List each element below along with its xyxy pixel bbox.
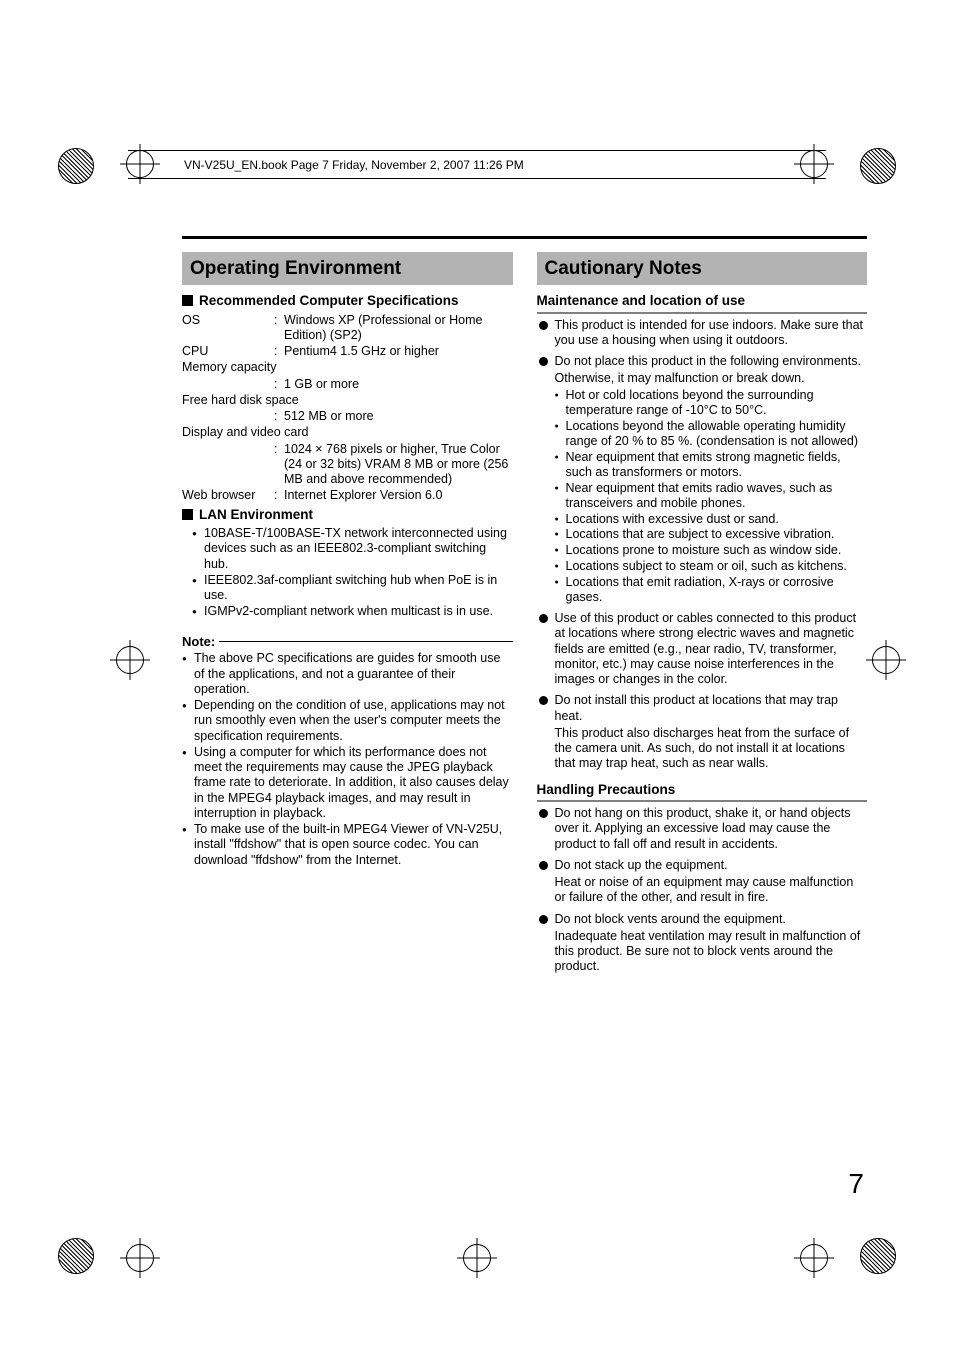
crop-mark-br-hatch (860, 1238, 896, 1274)
lan-item: IGMPv2-compliant network when multicast … (192, 604, 513, 619)
left-column: Operating Environment Recommended Comput… (182, 252, 513, 981)
handling-follow: Inadequate heat ventilation may result i… (555, 929, 868, 975)
maint-subitem: Locations subject to steam or oil, such … (555, 559, 868, 574)
maint-follow: Otherwise, it may malfunction or break d… (555, 371, 868, 386)
heading-recommended-specs-text: Recommended Computer Specifications (199, 293, 459, 309)
colon: : (274, 442, 284, 488)
header-running-text: VN-V25U_EN.book Page 7 Friday, November … (184, 158, 524, 172)
handling-list: Do not hang on this product, shake it, o… (537, 806, 868, 975)
maint-item: Use of this product or cables connected … (537, 611, 868, 687)
maint-subitem: Locations with excessive dust or sand. (555, 512, 868, 527)
sub-maintenance: Maintenance and location of use (537, 293, 868, 309)
maint-sublist: Hot or cold locations beyond the surroun… (555, 388, 868, 606)
handling-follow: Heat or noise of an equipment may cause … (555, 875, 868, 906)
maint-item: This product is intended for use indoors… (537, 318, 868, 349)
spec-web-label: Web browser (182, 488, 274, 503)
spec-hd: : 512 MB or more (182, 409, 513, 424)
note-item: To make use of the built-in MPEG4 Viewer… (182, 822, 513, 868)
spec-hd-label: Free hard disk space (182, 393, 513, 408)
maintenance-list: This product is intended for use indoors… (537, 318, 868, 772)
crop-mark-br-cross (794, 1238, 834, 1278)
maint-subitem: Near equipment that emits strong magneti… (555, 450, 868, 481)
sub-rule (537, 312, 868, 314)
spec-os-label: OS (182, 313, 274, 344)
square-bullet-icon (182, 509, 193, 520)
square-bullet-icon (182, 295, 193, 306)
lan-item: 10BASE-T/100BASE-TX network interconnect… (192, 526, 513, 572)
colon: : (274, 488, 284, 503)
right-column: Cautionary Notes Maintenance and locatio… (537, 252, 868, 981)
handling-item: Do not hang on this product, shake it, o… (537, 806, 868, 852)
note-item: Depending on the condition of use, appli… (182, 698, 513, 744)
note-list: The above PC specifications are guides f… (182, 651, 513, 868)
handling-item: Do not stack up the equipment. Heat or n… (537, 858, 868, 906)
maint-item: Do not place this product in the followi… (537, 354, 868, 605)
colon: : (274, 344, 284, 359)
note-item: The above PC specifications are guides f… (182, 651, 513, 697)
colon: : (274, 377, 284, 392)
note-heading: Note: (182, 634, 513, 650)
maint-subitem: Locations that are subject to excessive … (555, 527, 868, 542)
heading-recommended-specs: Recommended Computer Specifications (182, 293, 513, 309)
spec-memory: : 1 GB or more (182, 377, 513, 392)
section-operating-env: Operating Environment (182, 252, 513, 285)
colon: : (274, 409, 284, 424)
header-rule-top (128, 150, 826, 151)
heading-lan-env-text: LAN Environment (199, 507, 313, 523)
spec-cpu-val: Pentium4 1.5 GHz or higher (284, 344, 513, 359)
maint-subitem: Locations that emit radiation, X-rays or… (555, 575, 868, 606)
spec-os-val: Windows XP (Professional or Home Edition… (284, 313, 513, 344)
crop-mark-mr-cross (866, 640, 906, 680)
maint-follow: This product also discharges heat from t… (555, 726, 868, 772)
sub-rule (537, 800, 868, 802)
spec-display: : 1024 × 768 pixels or higher, True Colo… (182, 442, 513, 488)
crop-mark-tl-hatch (58, 148, 94, 184)
content-top-rule (182, 236, 867, 239)
maint-subitem: Hot or cold locations beyond the surroun… (555, 388, 868, 419)
crop-mark-ml-cross (110, 640, 150, 680)
spec-display-label: Display and video card (182, 425, 513, 440)
spec-cpu-label: CPU (182, 344, 274, 359)
spec-display-val: 1024 × 768 pixels or higher, True Color … (284, 442, 513, 488)
spec-memory-val: 1 GB or more (284, 377, 513, 392)
handling-item: Do not block vents around the equipment.… (537, 912, 868, 975)
maint-item: Do not install this product at locations… (537, 693, 868, 771)
lan-item: IEEE802.3af-compliant switching hub when… (192, 573, 513, 604)
maint-subitem: Locations prone to moisture such as wind… (555, 543, 868, 558)
sub-handling: Handling Precautions (537, 782, 868, 798)
colon: : (274, 313, 284, 344)
page-number: 7 (848, 1168, 864, 1200)
note-rule (219, 641, 512, 642)
crop-mark-bl-cross (120, 1238, 160, 1278)
spec-memory-label: Memory capacity (182, 360, 513, 375)
spec-cpu: CPU : Pentium4 1.5 GHz or higher (182, 344, 513, 359)
spec-hd-val: 512 MB or more (284, 409, 513, 424)
spec-os: OS : Windows XP (Professional or Home Ed… (182, 313, 513, 344)
maint-subitem: Near equipment that emits radio waves, s… (555, 481, 868, 512)
maint-subitem: Locations beyond the allowable operating… (555, 419, 868, 450)
note-label: Note: (182, 634, 215, 650)
header-rule-bottom (128, 178, 826, 179)
crop-mark-bm-cross (457, 1238, 497, 1278)
crop-mark-bl-hatch (58, 1238, 94, 1274)
note-item: Using a computer for which its performan… (182, 745, 513, 821)
spec-web-val: Internet Explorer Version 6.0 (284, 488, 513, 503)
section-cautionary: Cautionary Notes (537, 252, 868, 285)
heading-lan-env: LAN Environment (182, 507, 513, 523)
lan-list: 10BASE-T/100BASE-TX network interconnect… (192, 526, 513, 620)
spec-web: Web browser : Internet Explorer Version … (182, 488, 513, 503)
crop-mark-tr-hatch (860, 148, 896, 184)
